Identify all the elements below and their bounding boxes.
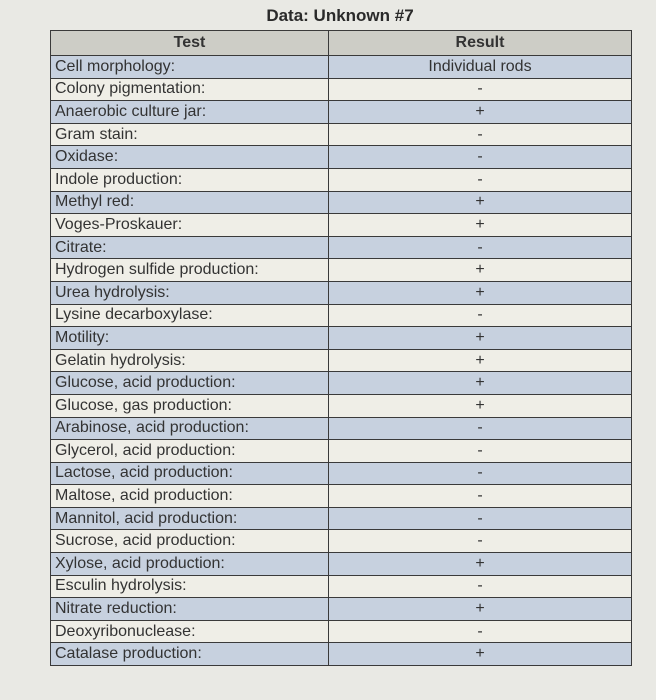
table-row: Glucose, gas production: + <box>50 393 632 418</box>
table-row: Oxidase: - <box>50 145 632 169</box>
table-row: Colony pigmentation: - <box>50 77 632 102</box>
test-name-cell: Methyl red: <box>50 190 329 215</box>
column-header-result: Result <box>328 30 632 56</box>
test-name-cell: Arabinose, acid production: <box>50 416 329 441</box>
result-cell: + <box>328 326 632 350</box>
test-name-cell: Glucose, gas production: <box>50 393 329 418</box>
result-cell: - <box>328 167 632 192</box>
table-row: Urea hydrolysis: + <box>50 280 632 305</box>
table-row: Xylose, acid production: + <box>50 552 632 576</box>
test-name-cell: Lysine decarboxylase: <box>50 303 329 328</box>
result-cell: - <box>328 416 632 441</box>
result-cell: - <box>328 461 632 486</box>
table-row: Cell morphology: Individual rods <box>50 55 632 79</box>
table-row: Anaerobic culture jar: + <box>50 100 632 124</box>
result-cell: - <box>328 439 632 463</box>
test-name-cell: Citrate: <box>50 235 329 260</box>
table-row: Deoxyribonuclease: - <box>50 619 632 644</box>
result-cell: + <box>328 348 632 373</box>
test-name-cell: Glycerol, acid production: <box>50 439 329 463</box>
table-row: Citrate: - <box>50 235 632 260</box>
result-cell: + <box>328 258 632 282</box>
table-row: Motility: + <box>50 326 632 350</box>
result-cell: + <box>328 100 632 124</box>
table-row: Arabinose, acid production: - <box>50 416 632 441</box>
table-row: Glycerol, acid production: - <box>50 439 632 463</box>
result-cell: - <box>328 122 632 147</box>
test-name-cell: Lactose, acid production: <box>50 461 329 486</box>
test-name-cell: Voges-Proskauer: <box>50 213 329 237</box>
table-row: Nitrate reduction: + <box>50 597 632 621</box>
table-row: Methyl red: + <box>50 190 632 215</box>
result-cell: - <box>328 303 632 328</box>
table-row: Voges-Proskauer: + <box>50 213 632 237</box>
table-title: Data: Unknown #7 <box>266 6 414 25</box>
result-cell: + <box>328 393 632 418</box>
test-name-cell: Urea hydrolysis: <box>50 280 329 305</box>
table-row: Sucrose, acid production: - <box>50 529 632 554</box>
table-row: Hydrogen sulfide production: + <box>50 258 632 282</box>
result-cell: - <box>328 574 632 599</box>
result-cell: + <box>328 552 632 576</box>
test-name-cell: Deoxyribonuclease: <box>50 619 329 644</box>
result-cell: - <box>328 619 632 644</box>
table-row: Esculin hydrolysis: - <box>50 574 632 599</box>
test-name-cell: Xylose, acid production: <box>50 552 329 576</box>
table-row: Lysine decarboxylase: - <box>50 303 632 328</box>
table-row: Gelatin hydrolysis: + <box>50 348 632 373</box>
result-cell: - <box>328 235 632 260</box>
table-row: Lactose, acid production: - <box>50 461 632 486</box>
test-name-cell: Nitrate reduction: <box>50 597 329 621</box>
table-row: Mannitol, acid production: - <box>50 506 632 531</box>
test-name-cell: Anaerobic culture jar: <box>50 100 329 124</box>
table-row: Catalase production: + <box>50 642 632 667</box>
table-row: Indole production: - <box>50 167 632 192</box>
test-name-cell: Hydrogen sulfide production: <box>50 258 329 282</box>
test-name-cell: Cell morphology: <box>50 55 329 79</box>
result-cell: + <box>328 280 632 305</box>
table-row: Maltose, acid production: - <box>50 484 632 508</box>
header-row: Test Result <box>50 30 632 56</box>
result-cell: + <box>328 642 632 667</box>
test-name-cell: Esculin hydrolysis: <box>50 574 329 599</box>
table-row: Glucose, acid production: + <box>50 371 632 395</box>
table-row: Gram stain: - <box>50 122 632 147</box>
result-cell: + <box>328 213 632 237</box>
result-cell: + <box>328 371 632 395</box>
result-cell: - <box>328 484 632 508</box>
test-name-cell: Gram stain: <box>50 122 329 147</box>
result-cell: Individual rods <box>328 55 632 79</box>
result-cell: - <box>328 145 632 169</box>
column-header-test: Test <box>50 30 329 56</box>
test-name-cell: Maltose, acid production: <box>50 484 329 508</box>
test-name-cell: Mannitol, acid production: <box>50 506 329 531</box>
result-cell: + <box>328 597 632 621</box>
test-name-cell: Oxidase: <box>50 145 329 169</box>
test-name-cell: Glucose, acid production: <box>50 371 329 395</box>
result-cell: - <box>328 529 632 554</box>
test-name-cell: Colony pigmentation: <box>50 77 329 102</box>
result-cell: - <box>328 77 632 102</box>
test-name-cell: Motility: <box>50 326 329 350</box>
test-name-cell: Gelatin hydrolysis: <box>50 348 329 373</box>
results-table: Test Result Cell morphology: Individual r… <box>50 30 632 667</box>
test-name-cell: Catalase production: <box>50 642 329 667</box>
test-name-cell: Sucrose, acid production: <box>50 529 329 554</box>
result-cell: - <box>328 506 632 531</box>
test-name-cell: Indole production: <box>50 167 329 192</box>
result-cell: + <box>328 190 632 215</box>
